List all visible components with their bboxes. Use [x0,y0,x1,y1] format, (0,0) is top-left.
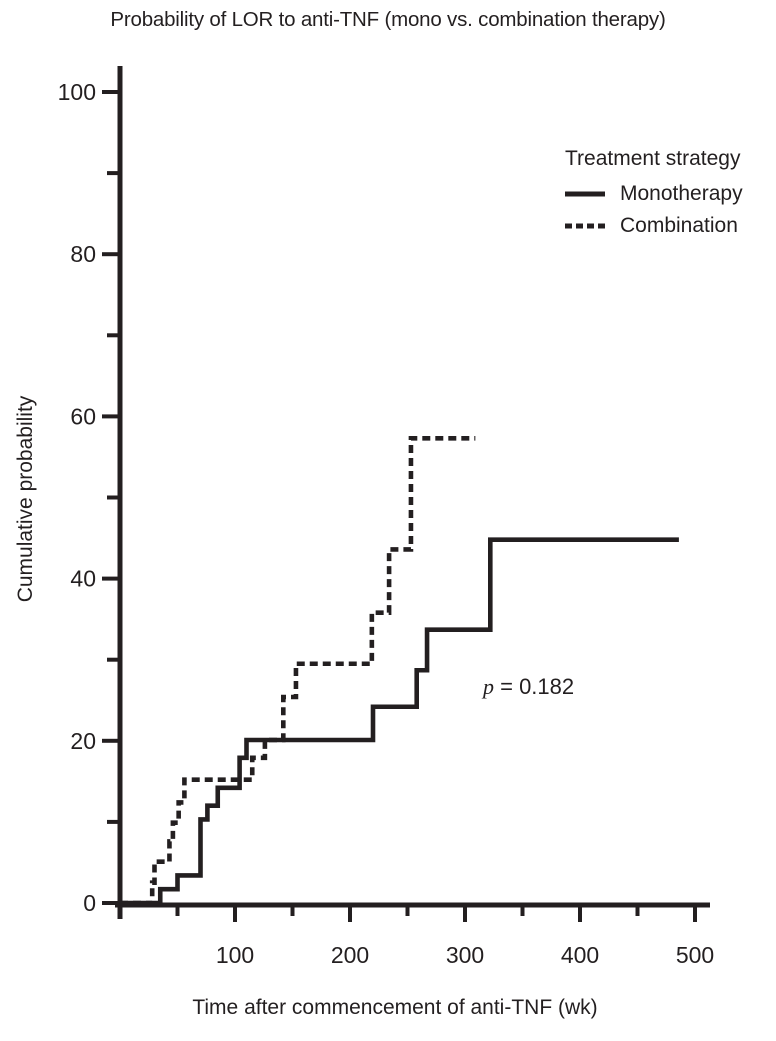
legend-label-monotherapy: Monotherapy [620,182,743,205]
legend-item-combination: Combination [565,210,743,242]
y-axis-title: Cumulative probability [14,395,37,603]
p-value-text: = 0.182 [494,674,575,699]
p-value-annotation: p = 0.182 [483,674,574,700]
series-combination-line [120,435,476,906]
x-tick-label: 400 [561,942,599,968]
y-tick-label: 0 [83,890,96,916]
series-monotherapy-line [120,537,679,906]
dashed-line-swatch [565,223,605,229]
legend-label-combination: Combination [620,214,738,237]
legend: Treatment strategy Monotherapy Combinati… [565,147,743,242]
y-tick-label: 80 [70,241,96,267]
chart-title: Probability of LOR to anti-TNF (mono vs.… [110,8,666,31]
x-tick-label: 200 [331,942,369,968]
y-tick-label: 40 [70,566,96,592]
p-symbol: p [483,674,494,699]
y-tick-label: 60 [70,403,96,429]
legend-item-monotherapy: Monotherapy [565,178,743,210]
x-tick-label: 300 [446,942,484,968]
x-tick-label: 100 [216,942,254,968]
y-tick-label: 100 [58,79,96,105]
legend-title: Treatment strategy [565,147,741,170]
solid-line-swatch [565,191,605,197]
y-tick-label: 20 [70,728,96,754]
x-tick-label: 500 [676,942,714,968]
x-axis-title: Time after commencement of anti-TNF (wk) [192,996,598,1019]
